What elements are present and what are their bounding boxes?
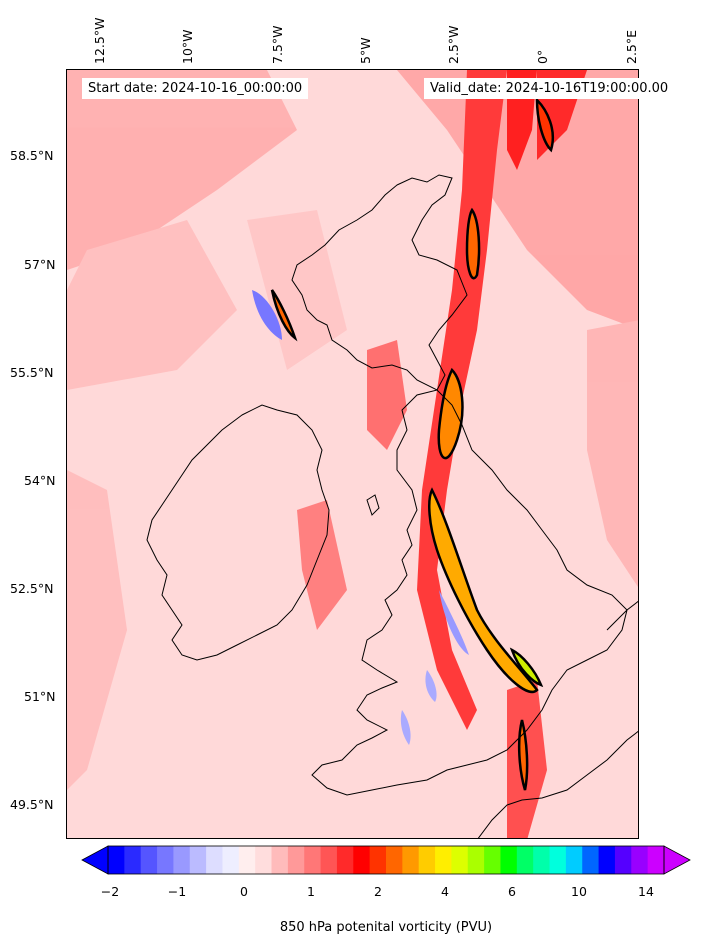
colorbar-cell [467, 846, 485, 874]
lon-label-5w: 5°W [358, 37, 373, 64]
map-area [66, 69, 639, 839]
colorbar-cell [582, 846, 600, 874]
colorbar-cell [435, 846, 452, 874]
colorbar-cell [533, 846, 551, 874]
colorbar-tick-label: 14 [638, 884, 654, 899]
colorbar-border [107, 845, 665, 875]
colorbar-tick-label: 0 [240, 884, 248, 899]
colorbar-cell [451, 846, 469, 874]
colorbar-cell [189, 846, 207, 874]
colorbar-tick-label: 6 [508, 884, 516, 899]
pv-field-map [67, 70, 638, 838]
lat-label-57n: 57°N [24, 257, 56, 272]
colorbar-cell [402, 846, 420, 874]
colorbar-cell [418, 846, 436, 874]
colorbar-cell [516, 846, 534, 874]
colorbar-cell [206, 846, 223, 874]
lat-label-49-5n: 49.5°N [10, 797, 54, 812]
lat-label-58-5n: 58.5°N [10, 148, 54, 163]
coastline-france [477, 730, 638, 838]
colorbar [81, 845, 691, 875]
coastline-scotland [291, 174, 468, 391]
colorbar-tick-label: −2 [100, 884, 120, 899]
colorbar-cell [124, 846, 142, 874]
colorbar-cell [598, 846, 616, 874]
colorbar-cell [157, 846, 174, 874]
lon-label-7-5w: 7.5°W [270, 25, 285, 65]
colorbar-cell [549, 846, 567, 874]
colorbar-cells [108, 846, 665, 874]
coastline-england-wales [311, 389, 628, 796]
colorbar-tick-label: 4 [441, 884, 449, 899]
lat-label-51n: 51°N [24, 689, 56, 704]
colorbar-cell [255, 846, 273, 874]
colorbar-cell [631, 846, 649, 874]
valid-date-label: Valid_date: 2024-10-16T19:00:00.00 [424, 78, 675, 99]
pv-negative-patches [252, 290, 469, 745]
colorbar-cell [304, 846, 322, 874]
coastline-ireland [146, 404, 330, 661]
colorbar-cell [565, 846, 583, 874]
colorbar-cell [647, 846, 665, 874]
lon-label-0: 0° [535, 49, 550, 64]
colorbar-tick-label: 1 [307, 884, 315, 899]
colorbar-cell [614, 846, 632, 874]
colorbar-cell [140, 846, 158, 874]
colorbar-cell [484, 846, 501, 874]
colorbar-cell [271, 846, 289, 874]
colorbar-tick-label: −1 [167, 884, 187, 899]
colorbar-cell [173, 846, 191, 874]
colorbar-cell [386, 846, 403, 874]
colorbar-cell [353, 846, 371, 874]
lon-label-12-5w: 12.5°W [92, 17, 107, 64]
colorbar-max-arrow [663, 845, 691, 875]
colorbar-tick-label: 2 [374, 884, 382, 899]
start-date-label: Start date: 2024-10-16_00:00:00 [82, 78, 309, 99]
colorbar-tick-label: 10 [571, 884, 587, 899]
colorbar-cell [369, 846, 387, 874]
coastlines [146, 174, 638, 838]
colorbar-cell [222, 846, 240, 874]
coastline-isle-of-man [366, 494, 380, 516]
lat-label-55-5n: 55.5°N [10, 365, 54, 380]
colorbar-cell [336, 846, 354, 874]
colorbar-cell [287, 846, 305, 874]
lat-label-52-5n: 52.5°N [10, 581, 54, 596]
colorbar-min-arrow [81, 845, 109, 875]
colorbar-cell [320, 846, 338, 874]
colorbar-cell [238, 846, 256, 874]
coastline-continent [606, 600, 638, 631]
pv-very-strong-filaments [270, 96, 554, 791]
colorbar-label: 850 hPa potenital vorticity (PVU) [279, 920, 493, 935]
lon-label-2-5w: 2.5°W [446, 25, 461, 65]
lon-label-10w: 10°W [180, 29, 195, 64]
colorbar-cell [108, 846, 125, 874]
colorbar-cell [500, 846, 518, 874]
pv-moderate-bands [67, 70, 638, 790]
lat-label-54n: 54°N [24, 473, 56, 488]
lon-label-2-5e: 2.5°E [624, 29, 639, 64]
